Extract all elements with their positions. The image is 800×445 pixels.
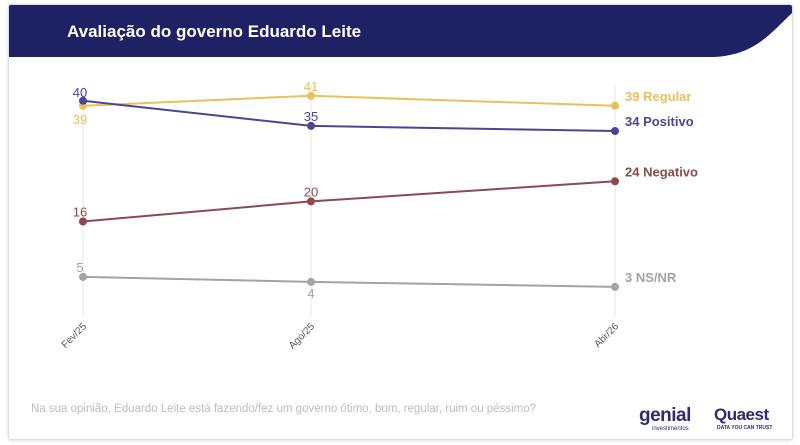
data-point xyxy=(611,282,619,291)
data-point xyxy=(307,197,315,206)
title-banner xyxy=(9,5,792,57)
data-label: 39 xyxy=(73,112,87,127)
data-point xyxy=(611,177,619,186)
data-label: 16 xyxy=(73,205,87,220)
series-end-label: 34 Positivo xyxy=(625,114,694,129)
data-point xyxy=(307,91,315,100)
series-line xyxy=(82,99,616,132)
series-line xyxy=(82,180,616,223)
series-line xyxy=(82,94,616,107)
x-tick-label: Ago/25 xyxy=(287,321,317,351)
data-point xyxy=(79,217,87,226)
data-label: 4 xyxy=(307,286,314,301)
line-chart: Fev/25 Ago/25 Abr/26 39 41 39 Regular 40 35 34 P… xyxy=(60,79,698,352)
quaest-logo-subtext: DATA YOU CAN TRUST xyxy=(717,425,773,431)
data-point xyxy=(79,272,87,281)
data-label: 5 xyxy=(76,260,83,275)
data-point xyxy=(307,121,315,130)
series-line xyxy=(82,275,616,288)
data-label: 35 xyxy=(304,109,318,124)
chart-title: Avaliação do governo Eduardo Leite xyxy=(67,22,362,41)
chart-card: Avaliação do governo Eduardo Leite Fev/2… xyxy=(8,4,793,440)
x-tick-label: Abr/26 xyxy=(593,321,622,350)
series-end-label: 39 Regular xyxy=(625,89,691,104)
data-label: 40 xyxy=(73,85,87,100)
data-label: 20 xyxy=(304,184,318,199)
x-tick-label: Fev/25 xyxy=(60,321,90,351)
data-point xyxy=(611,101,619,110)
series-end-label: 24 Negativo xyxy=(625,164,698,179)
data-point xyxy=(611,127,619,135)
quaest-logo: Quaest DATA YOU CAN TRUST xyxy=(714,405,772,431)
genial-logo-subtext: investimentos xyxy=(652,426,689,432)
genial-logo-text: genial xyxy=(639,405,691,426)
genial-logo: genial investimentos xyxy=(639,405,691,432)
data-point xyxy=(307,277,315,286)
quaest-logo-text: Quaest xyxy=(714,405,769,424)
data-label: 41 xyxy=(304,79,318,94)
series-end-label: 3 NS/NR xyxy=(625,270,677,285)
data-point xyxy=(79,96,87,105)
survey-question: Na sua opinião, Eduardo Leite está fazen… xyxy=(31,403,537,415)
